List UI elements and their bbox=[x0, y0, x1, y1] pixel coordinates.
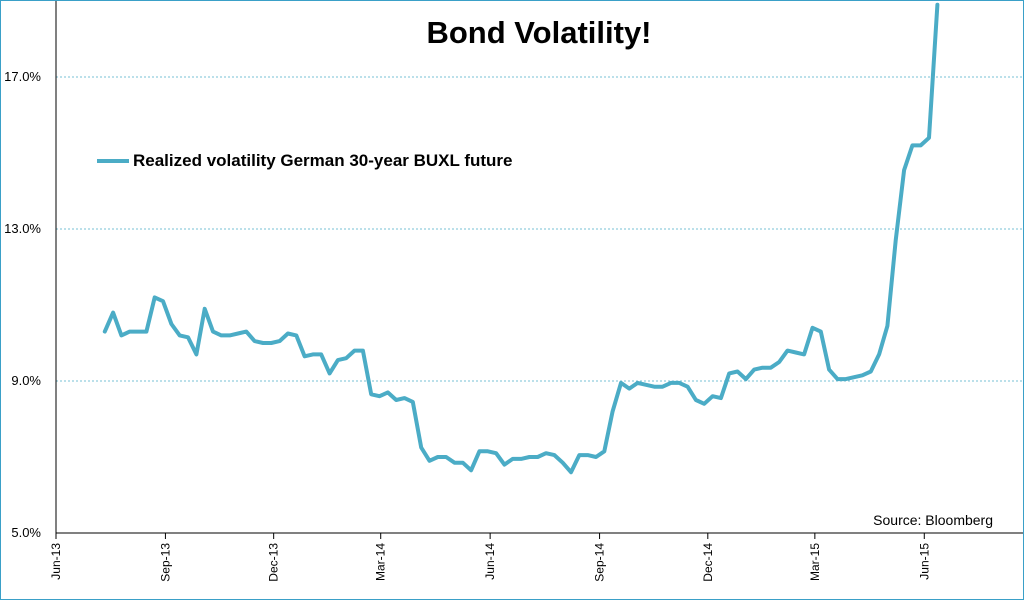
series-line bbox=[102, 2, 940, 475]
series-layer bbox=[102, 2, 940, 475]
x-tick-label: Mar-15 bbox=[808, 543, 822, 581]
x-tick-label: Jun-14 bbox=[483, 543, 497, 580]
y-tick-labels: 5.0% 9.0% 13.0% 17.0% bbox=[4, 69, 41, 540]
y-tick-label: 17.0% bbox=[4, 69, 41, 84]
x-tick-label: Dec-13 bbox=[267, 543, 281, 582]
gridlines bbox=[56, 76, 1023, 382]
y-tick-label: 13.0% bbox=[4, 221, 41, 236]
x-tick-label: Sep-14 bbox=[593, 543, 607, 582]
x-tick-label: Sep-13 bbox=[158, 543, 172, 582]
chart-title: Bond Volatility! bbox=[426, 15, 652, 50]
x-tick-label: Mar-14 bbox=[374, 543, 388, 581]
legend: Realized volatility German 30-year BUXL … bbox=[97, 151, 512, 171]
y-tick-label: 9.0% bbox=[11, 373, 41, 388]
legend-label: Realized volatility German 30-year BUXL … bbox=[133, 151, 513, 170]
y-tick-label: 5.0% bbox=[11, 525, 41, 540]
source-note: Source: Bloomberg bbox=[873, 512, 993, 528]
x-tick-labels: Jun-13 Sep-13 Dec-13 Mar-14 Jun-14 Sep-14 Dec-… bbox=[49, 543, 931, 582]
x-tick-label: Jun-15 bbox=[917, 543, 931, 580]
x-tick-label: Jun-13 bbox=[49, 543, 63, 580]
x-tick-label: Dec-14 bbox=[701, 543, 715, 582]
axes bbox=[55, 1, 1023, 539]
legend-swatch bbox=[97, 159, 129, 163]
